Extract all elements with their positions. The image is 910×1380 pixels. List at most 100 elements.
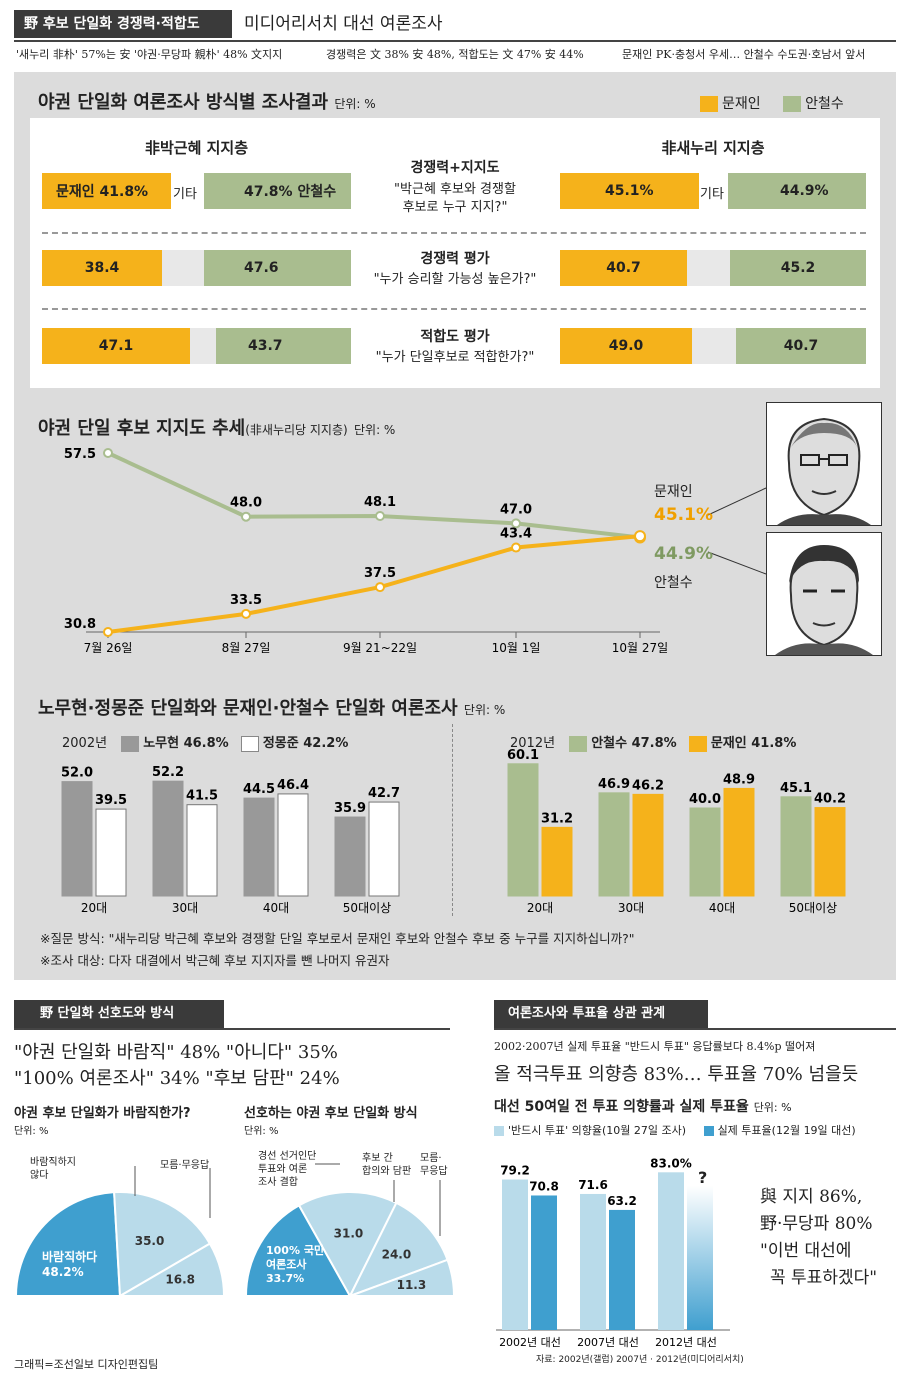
age2012-value: 46.9 bbox=[598, 777, 630, 792]
age2002-bar bbox=[334, 816, 366, 897]
s1-right-head: 非새누리 지지층 bbox=[661, 139, 765, 157]
trend-data-label: 48.0 bbox=[230, 496, 262, 511]
q3-line1: "누가 단일후보로 적합한가?" bbox=[375, 350, 535, 365]
trend-point bbox=[241, 511, 251, 522]
header-rule bbox=[14, 40, 896, 42]
r3-left-ahn-bar: 43.7 bbox=[216, 328, 351, 364]
age2012-category: 40대 bbox=[709, 901, 735, 915]
pie-left-dk-label: 모름·무응답 bbox=[160, 1160, 210, 1171]
r1-right-ahn-bar: 44.9% bbox=[728, 173, 866, 209]
trend-x-label: 9월 21~22일 bbox=[343, 641, 417, 655]
turnout-value: 71.6 bbox=[578, 1178, 608, 1192]
turnout-category: 2002년 대선 bbox=[499, 1336, 561, 1349]
r3-right-moon-bar: 49.0 bbox=[560, 328, 692, 364]
age2012-value: 40.0 bbox=[689, 792, 721, 807]
age2002-bar bbox=[277, 793, 309, 897]
s4-q-left: 야권 후보 단일화가 바람직한가? bbox=[14, 1106, 191, 1121]
trend-x-label: 10월 27일 bbox=[612, 641, 668, 655]
s4-head2: "100% 여론조사" 34% "후보 담판" 24% bbox=[14, 1068, 340, 1089]
s1-divider-2 bbox=[42, 308, 866, 310]
s1-legend: 문재인 안철수 bbox=[700, 93, 844, 113]
age2002-value: 39.5 bbox=[95, 793, 127, 808]
q3-title: 적합도 평가 bbox=[420, 329, 490, 345]
s5-sub: 2002·2007년 실제 투표율 "반드시 투표" 응답률보다 8.4%p 떨… bbox=[494, 1040, 816, 1053]
trend-x-label: 8월 27일 bbox=[222, 641, 271, 655]
trend-chart: 7월 26일 8월 27일 9월 21~22일 10월 1일 10월 27일 57.5 48… bbox=[64, 447, 767, 655]
turnout-value: 63.2 bbox=[607, 1194, 637, 1208]
pie-right-b-label: 후보 간 합의와 담판 bbox=[362, 1153, 412, 1177]
age2012-category: 30대 bbox=[618, 901, 644, 915]
turnout-bar bbox=[609, 1209, 635, 1330]
pie-right-slice-label: 24.0 bbox=[382, 1247, 412, 1261]
legend-swatch-chung bbox=[240, 735, 259, 752]
s3-divider bbox=[452, 724, 453, 916]
trend-point bbox=[103, 448, 113, 458]
turnout-value: 83.0% bbox=[650, 1156, 692, 1170]
header-tag: 野 후보 단일화 경쟁력·적합도 bbox=[14, 10, 232, 38]
trend-moon-last: 45.1% bbox=[654, 505, 713, 525]
callout-moon bbox=[707, 487, 767, 516]
s5-rule bbox=[494, 1028, 896, 1030]
age2002-value: 41.5 bbox=[186, 789, 218, 804]
s3-note1: ※질문 방식: "새누리당 박근혜 후보와 경쟁할 단일 후보로서 문재인 후보… bbox=[40, 931, 635, 946]
age2002-bar bbox=[95, 808, 127, 897]
pie-left-slice-label: 16.8 bbox=[165, 1273, 195, 1287]
r3-left-moon-bar: 47.1 bbox=[42, 328, 190, 364]
trend-data-label: 57.5 bbox=[64, 447, 96, 462]
r1-left-etc: 기타 bbox=[173, 187, 197, 202]
trend-ahn-name: 안철수 bbox=[654, 575, 693, 591]
age2012-value: 48.9 bbox=[723, 772, 755, 787]
trend-moon-name: 문재인 bbox=[654, 484, 693, 500]
s4-unit-left: 단위: % bbox=[14, 1126, 49, 1137]
r2-right-ahn-bar: 45.2 bbox=[730, 250, 866, 286]
r1-left-moon-bar: 문재인 41.8% bbox=[42, 173, 171, 209]
moon-portrait bbox=[766, 402, 882, 526]
q1-title: 경쟁력+지지도 bbox=[410, 160, 500, 176]
trend-point bbox=[241, 608, 251, 619]
r3-right-ahn-bar: 40.7 bbox=[736, 328, 866, 364]
pie-right-slice bbox=[244, 1203, 352, 1297]
turnout-value: 79.2 bbox=[500, 1164, 530, 1178]
ahn-portrait bbox=[766, 532, 882, 656]
age2012-value: 60.1 bbox=[507, 748, 539, 763]
trend-data-label: 33.5 bbox=[230, 593, 262, 608]
legend-swatch-actual bbox=[703, 1126, 714, 1136]
age2012-bar bbox=[814, 807, 846, 897]
s2-title: 야권 단일 후보 지지도 추세(非새누리당 지지층) 단위: % bbox=[38, 418, 396, 439]
age2002-bar bbox=[152, 780, 184, 897]
s5-tag: 여론조사와 투표율 상관 관계 bbox=[494, 1000, 708, 1028]
s4-unit-right: 단위: % bbox=[244, 1126, 279, 1137]
pie-left-slice bbox=[113, 1191, 212, 1298]
s4-rule bbox=[14, 1028, 450, 1030]
r1-right-moon-bar: 45.1% bbox=[560, 173, 699, 209]
age2012-bar bbox=[632, 793, 664, 897]
header-title: 미디어리서치 대선 여론조사 bbox=[244, 14, 443, 34]
age2012-bar bbox=[507, 763, 539, 897]
age2012-value: 31.2 bbox=[541, 811, 573, 826]
r2-left-ahn-bar: 47.6 bbox=[204, 250, 351, 286]
pie-right-slice-label: 11.3 bbox=[397, 1278, 427, 1292]
legend-swatch-intent bbox=[494, 1126, 504, 1136]
age2012-bar bbox=[541, 826, 573, 897]
pie-left-yes-label: 바람직하다 48.2% bbox=[42, 1250, 98, 1279]
trend-data-label: 30.8 bbox=[64, 617, 96, 632]
legend-swatch-moon bbox=[700, 96, 718, 112]
s3-title: 노무현·정몽준 단일화와 문재인·안철수 단일화 여론조사 단위: % bbox=[38, 698, 506, 719]
header-sub3: 문재인 PK·충청서 우세… 안철수 수도권·호남서 앞서 bbox=[622, 48, 866, 61]
pie-right-slice bbox=[347, 1201, 449, 1298]
trend-point bbox=[511, 518, 521, 529]
pie-right-slice bbox=[297, 1191, 398, 1299]
age2002-value: 46.4 bbox=[277, 778, 309, 793]
age2002-category: 50대이상 bbox=[343, 901, 391, 915]
r2-right-moon-bar: 40.7 bbox=[560, 250, 687, 286]
age2002-category: 30대 bbox=[172, 901, 198, 915]
r3-left-etc-bar bbox=[190, 328, 216, 364]
turnout-bar bbox=[580, 1193, 606, 1330]
r3-right-etc-bar bbox=[692, 328, 736, 364]
trend-data-label: 37.5 bbox=[364, 566, 396, 581]
age2002-bar bbox=[61, 781, 93, 897]
age2012-bar bbox=[689, 807, 721, 897]
pie-right-d-label: 100% 국민 여론조사 33.7% bbox=[266, 1244, 325, 1285]
age2012-category: 50대이상 bbox=[789, 901, 837, 915]
